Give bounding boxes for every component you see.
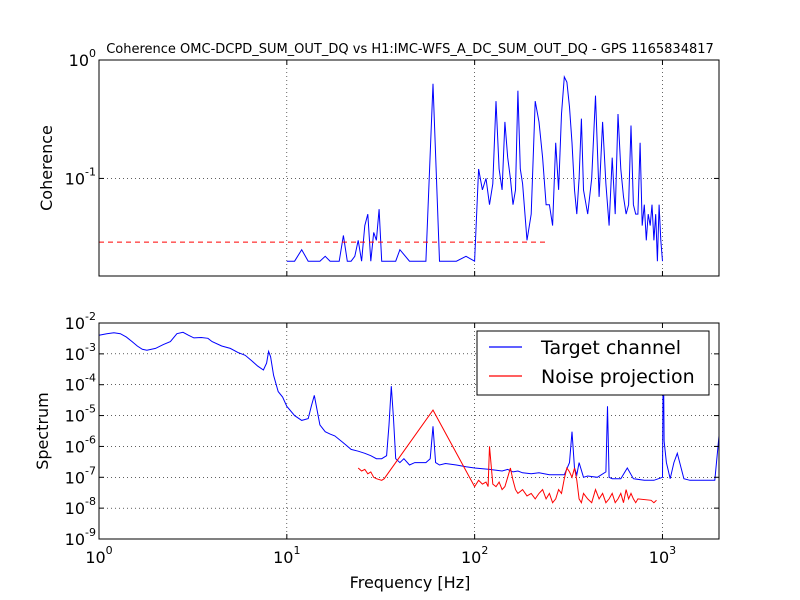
spectrum-series-line-0 (98, 331, 720, 481)
spectrum-x-ticks: 100 101 102 103 (85, 323, 676, 567)
coherence-y-tick-exponent-0: 0 (89, 47, 96, 60)
spectrum-x-tick-exponent-1: 1 (293, 544, 300, 557)
legend-label-noise-projection: Noise projection (541, 366, 695, 388)
spectrum-y-tick-exponent-4: -6 (85, 433, 96, 446)
coherence-chart-title: Coherence OMC-DCPD_SUM_OUT_DQ vs H1:IMC-… (106, 42, 714, 57)
coherence-y-tick-exponent-1: -1 (85, 165, 96, 178)
spectrum-x-axis-label: Frequency [Hz] (350, 573, 471, 592)
spectrum-y-tick-exponent-2: -4 (85, 372, 96, 385)
spectrum-y-tick-exponent-5: -7 (85, 464, 96, 477)
coherence-axes-frame (98, 59, 720, 277)
spectrum-y-tick-exponent-3: -5 (85, 403, 96, 416)
spectrum-plot-area (98, 331, 720, 505)
spectrum-y-tick-exponent-6: -8 (85, 495, 96, 508)
legend-box (476, 330, 710, 396)
spectrum-y-axis-label: Spectrum (33, 392, 52, 470)
legend-label-target-channel: Target channel (540, 337, 681, 359)
spectrum-x-tick-exponent-2: 2 (481, 544, 488, 557)
spectrum-y-tick-exponent-7: -9 (85, 526, 96, 539)
spectrum-y-tick-exponent-1: -3 (85, 341, 96, 354)
spectrum-y-tick-exponent-0: -2 (85, 310, 96, 323)
spectrum-axes-frame (98, 322, 720, 540)
spectrum-series-line-1 (357, 409, 657, 505)
coherence-series-line-0 (286, 75, 663, 263)
spectrum-x-tick-exponent-3: 3 (669, 544, 676, 557)
legend: Target channel Noise projection (476, 330, 710, 396)
coherence-y-axis-label: Coherence (37, 125, 56, 211)
spectrum-x-tick-exponent-0: 0 (106, 544, 113, 557)
coherence-plot-area (99, 75, 663, 263)
